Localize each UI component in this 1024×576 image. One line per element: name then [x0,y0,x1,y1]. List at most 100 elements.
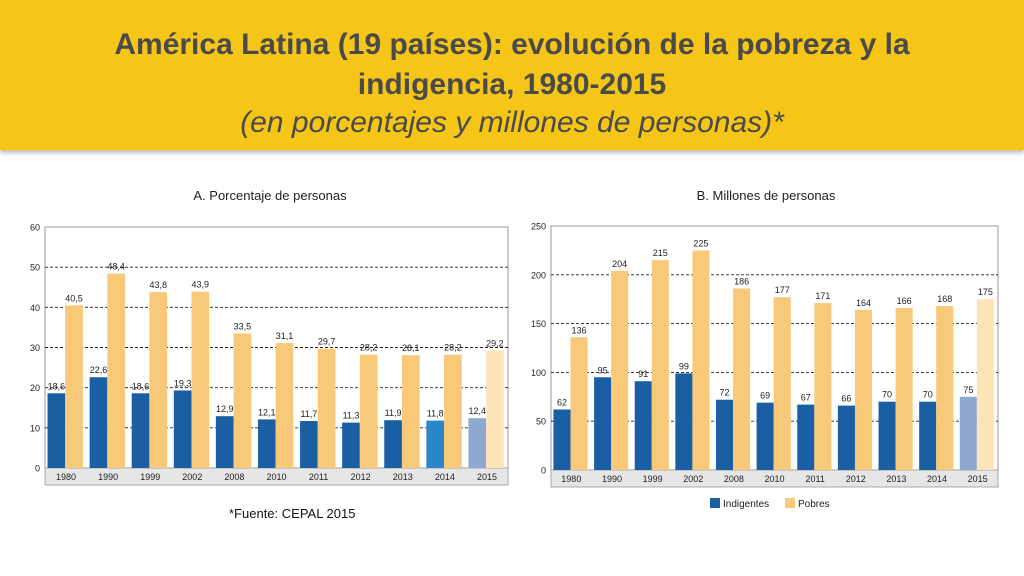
bar-pobres [814,303,832,470]
bar-pobres [854,309,873,470]
data-label-indigentes: 11,8 [427,409,444,419]
x-tick-label: 1980 [56,472,76,482]
bar-indigentes [257,419,276,468]
data-label-pobres: 28,2 [444,343,462,353]
bar-indigentes [756,402,774,470]
data-label-indigentes: 19,3 [174,378,192,388]
data-label-indigentes: 11,7 [300,409,317,419]
bar-indigentes [215,416,234,468]
y-tick-label: 20 [30,383,40,393]
data-label-indigentes: 99 [679,361,689,371]
x-tick-label: 2002 [182,472,202,482]
bar-pobres [401,355,420,468]
x-tick-label: 2008 [724,474,744,484]
bar-pobres [233,333,252,468]
chart-title: A. Porcentaje de personas [193,188,347,203]
data-label-indigentes: 22,6 [90,365,108,375]
data-label-indigentes: 11,3 [343,411,360,421]
x-tick-label: 2012 [846,474,866,484]
x-tick-label: 2013 [886,474,906,484]
bar-indigentes [837,405,855,470]
y-tick-label: 50 [536,417,546,427]
bar-indigentes [675,373,693,470]
bar-indigentes [342,422,360,468]
bar-pobres [733,288,751,470]
data-label-pobres: 164 [856,298,871,308]
data-label-indigentes: 11,9 [385,408,402,418]
bar-pobres [486,350,504,468]
chart-millions: B. Millones de personas 0 50 100 150 200 250 62… [531,188,999,510]
bar-indigentes [131,393,150,468]
x-tick-label: 1980 [561,474,581,484]
bar-indigentes [797,404,815,470]
data-label-pobres: 225 [693,238,708,248]
data-label-pobres: 28,2 [360,343,378,353]
data-label-pobres: 33,5 [234,321,252,331]
data-label-pobres: 28,1 [402,343,420,353]
data-label-pobres: 29,2 [486,339,504,349]
x-tick-label: 2010 [764,474,784,484]
bar-pobres [895,307,913,470]
data-label-pobres: 40,5 [65,293,83,303]
data-label-pobres: 31,1 [276,331,294,341]
bar-indigentes [634,381,652,470]
title-line-1: América Latina (19 países): evolución de… [114,28,910,61]
y-tick-label: 10 [30,423,40,433]
data-label-pobres: 215 [653,248,668,258]
data-label-indigentes: 69 [760,391,770,401]
legend-label: Pobres [798,499,830,510]
x-tick-label: 1999 [140,472,160,482]
data-label-pobres: 168 [937,294,952,304]
bar-indigentes [89,377,108,468]
x-tick-label: 2008 [224,472,244,482]
bar-pobres [570,337,588,470]
bar-indigentes [919,401,937,470]
data-label-indigentes: 18,6 [48,381,66,391]
bar-indigentes [594,377,612,470]
y-tick-label: 50 [30,263,40,273]
x-tick-label: 2015 [477,472,497,482]
x-tick-label: 2010 [266,472,286,482]
data-label-indigentes: 70 [923,390,933,400]
y-tick-label: 0 [35,464,40,474]
title-line-2: indigencia, 1980-2015 [357,68,667,101]
data-label-pobres: 204 [612,259,627,269]
data-label-pobres: 43,9 [192,280,210,290]
bar-indigentes [47,393,66,468]
legend-swatch [785,498,795,508]
data-label-pobres: 175 [978,287,993,297]
bar-pobres [65,305,83,468]
bar-pobres [444,354,462,468]
legend-label: Indigentes [723,499,769,510]
bar-pobres [611,270,629,470]
bar-indigentes [173,390,192,468]
y-tick-label: 30 [30,343,40,353]
data-label-indigentes: 12,4 [469,406,487,416]
bar-pobres [773,297,791,470]
data-label-pobres: 29,7 [318,337,336,347]
data-label-indigentes: 72 [720,388,730,398]
y-tick-label: 40 [30,303,40,313]
y-tick-label: 150 [531,319,546,329]
chart-percentage: A. Porcentaje de personas 0 10 20 30 40 50 60 18… [30,188,509,486]
data-label-indigentes: 62 [557,397,567,407]
data-label-pobres: 171 [815,291,830,301]
data-label-indigentes: 18,6 [132,381,150,391]
data-label-pobres: 166 [897,296,912,306]
title-banner: América Latina (19 países): evolución de… [0,0,1024,150]
bar-pobres [107,273,125,468]
data-label-pobres: 43,8 [149,280,167,290]
x-tick-label: 2013 [393,472,413,482]
subtitle: (en porcentajes y millones de personas)* [240,106,784,139]
bar-indigentes [878,401,896,470]
data-label-pobres: 48,4 [107,262,125,272]
bar-indigentes [553,409,571,470]
bar-indigentes [300,421,318,468]
x-tick-label: 2014 [927,474,947,484]
data-label-indigentes: 75 [963,385,973,395]
data-label-pobres: 136 [572,325,587,335]
y-tick-label: 200 [531,270,546,280]
y-tick-label: 250 [531,222,546,232]
x-tick-label: 2012 [351,472,371,482]
x-tick-label: 1990 [98,472,118,482]
